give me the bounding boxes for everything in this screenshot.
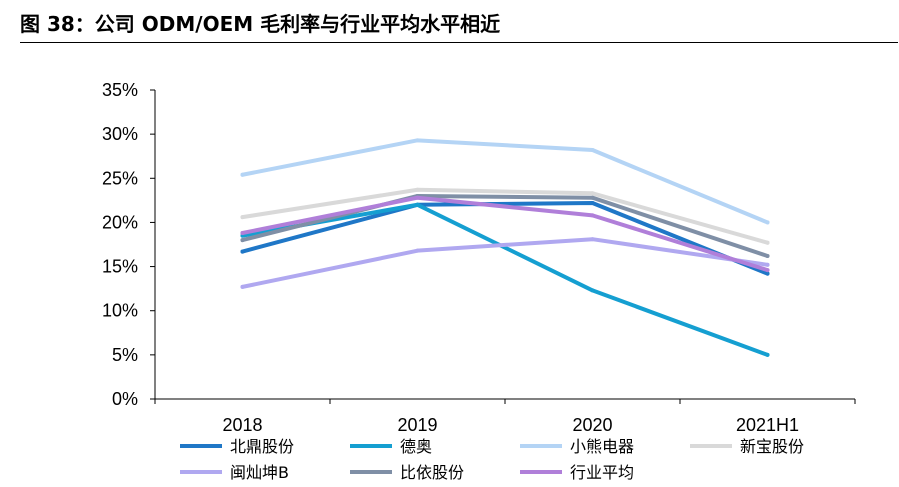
data-point — [590, 195, 595, 200]
series-line-1 — [240, 201, 770, 276]
series-line-3 — [240, 138, 770, 225]
data-point — [415, 195, 420, 200]
data-point — [765, 268, 770, 273]
y-tick-label: 5% — [112, 345, 138, 365]
legend-label: 小熊电器 — [570, 437, 634, 456]
data-point — [590, 191, 595, 196]
data-point — [765, 220, 770, 225]
data-point — [240, 215, 245, 220]
y-axis-ticks: 0% 5% 10% 15% 20% 25% 30% 35% — [102, 80, 155, 409]
series-line-7 — [240, 195, 770, 273]
legend-label: 行业平均 — [570, 463, 634, 482]
data-point — [765, 271, 770, 276]
x-tick-label: 2021H1 — [736, 415, 799, 435]
data-point — [765, 253, 770, 258]
data-point — [765, 240, 770, 245]
series-lines — [240, 138, 770, 357]
legend-label: 德奥 — [400, 437, 432, 456]
title-divider — [20, 42, 898, 43]
data-point — [240, 238, 245, 243]
x-axis-ticks: 2018 2019 2020 2021H1 — [154, 399, 856, 435]
y-tick-label: 35% — [102, 80, 138, 100]
x-tick-label: 2020 — [572, 415, 612, 435]
data-point — [590, 288, 595, 293]
data-point — [590, 237, 595, 242]
data-point — [765, 262, 770, 267]
series-line-4 — [240, 187, 770, 245]
y-tick-label: 15% — [102, 257, 138, 277]
series-line-2 — [240, 202, 770, 357]
legend-label: 新宝股份 — [740, 437, 804, 456]
series-line-6 — [240, 193, 770, 258]
data-point — [240, 284, 245, 289]
legend-label: 闽灿坤B — [230, 463, 289, 482]
data-point — [240, 231, 245, 236]
y-tick-label: 20% — [102, 212, 138, 232]
data-point — [415, 248, 420, 253]
data-point — [590, 201, 595, 206]
data-point — [590, 148, 595, 153]
x-tick-label: 2019 — [397, 415, 437, 435]
data-point — [415, 202, 420, 207]
legend-label: 比依股份 — [400, 463, 464, 482]
series-line-5 — [240, 237, 770, 289]
data-point — [415, 138, 420, 143]
y-tick-label: 0% — [112, 389, 138, 409]
data-point — [765, 352, 770, 357]
x-tick-label: 2018 — [222, 415, 262, 435]
y-tick-label: 10% — [102, 301, 138, 321]
data-point — [240, 249, 245, 254]
data-point — [590, 213, 595, 218]
data-point — [240, 172, 245, 177]
data-point — [415, 187, 420, 192]
y-tick-label: 30% — [102, 124, 138, 144]
legend-label: 北鼎股份 — [230, 437, 294, 456]
figure-title: 图 38：公司 ODM/OEM 毛利率与行业平均水平相近 — [20, 12, 501, 36]
y-tick-label: 25% — [102, 168, 138, 188]
